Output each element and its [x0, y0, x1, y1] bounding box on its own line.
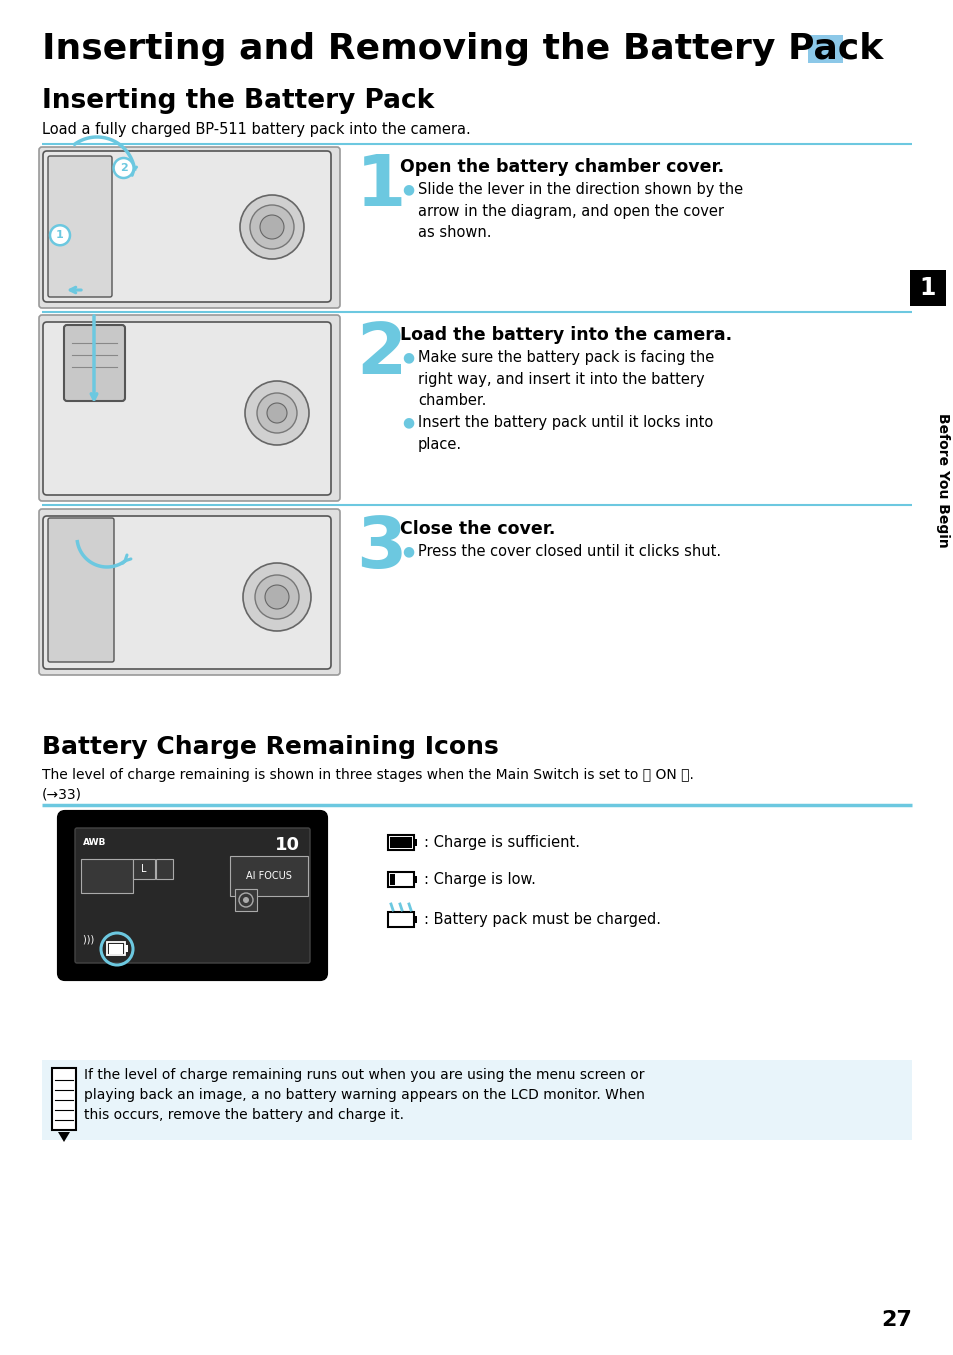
FancyBboxPatch shape [39, 314, 339, 501]
Text: 1: 1 [355, 152, 406, 221]
Text: If the level of charge remaining runs out when you are using the menu screen or
: If the level of charge remaining runs ou… [84, 1068, 644, 1122]
Text: Battery Charge Remaining Icons: Battery Charge Remaining Icons [42, 734, 498, 759]
Text: The level of charge remaining is shown in three stages when the Main Switch is s: The level of charge remaining is shown i… [42, 768, 693, 782]
Circle shape [256, 393, 296, 434]
Text: ))): ))) [83, 935, 97, 944]
FancyBboxPatch shape [390, 874, 395, 885]
FancyBboxPatch shape [43, 516, 331, 669]
FancyBboxPatch shape [59, 812, 326, 980]
FancyBboxPatch shape [132, 859, 154, 879]
Text: L: L [141, 864, 147, 874]
FancyBboxPatch shape [230, 856, 308, 896]
FancyBboxPatch shape [52, 1068, 76, 1130]
FancyBboxPatch shape [39, 146, 339, 308]
Text: : Battery pack must be charged.: : Battery pack must be charged. [423, 912, 660, 927]
FancyBboxPatch shape [390, 837, 412, 848]
Text: AI FOCUS: AI FOCUS [246, 871, 292, 881]
Text: (→33): (→33) [42, 787, 82, 801]
Text: ●: ● [401, 182, 414, 196]
FancyBboxPatch shape [414, 839, 416, 846]
Text: ●: ● [401, 350, 414, 364]
FancyBboxPatch shape [909, 270, 945, 306]
FancyBboxPatch shape [125, 944, 128, 953]
Circle shape [254, 575, 298, 619]
FancyBboxPatch shape [234, 889, 256, 911]
Text: 2: 2 [119, 163, 128, 173]
Text: Inserting and Removing the Battery Pack: Inserting and Removing the Battery Pack [42, 33, 882, 66]
Text: Insert the battery pack until it locks into
place.: Insert the battery pack until it locks i… [417, 415, 713, 451]
FancyBboxPatch shape [39, 509, 339, 675]
Polygon shape [58, 1131, 70, 1142]
Text: Press the cover closed until it clicks shut.: Press the cover closed until it clicks s… [417, 543, 720, 560]
Text: 3: 3 [355, 514, 406, 583]
Circle shape [240, 195, 304, 259]
FancyBboxPatch shape [156, 859, 172, 879]
Text: Load the battery into the camera.: Load the battery into the camera. [399, 327, 731, 344]
Text: ●: ● [401, 543, 414, 558]
Circle shape [243, 562, 311, 631]
FancyBboxPatch shape [48, 518, 113, 663]
FancyBboxPatch shape [807, 35, 842, 62]
Circle shape [267, 402, 287, 423]
Text: 10: 10 [274, 836, 299, 854]
Circle shape [250, 205, 294, 249]
Text: ●: ● [401, 415, 414, 430]
Circle shape [245, 381, 309, 444]
FancyBboxPatch shape [75, 828, 310, 963]
Text: Slide the lever in the direction shown by the
arrow in the diagram, and open the: Slide the lever in the direction shown b… [417, 182, 742, 240]
Text: : Charge is low.: : Charge is low. [423, 873, 536, 888]
Text: 2: 2 [355, 320, 406, 389]
FancyBboxPatch shape [43, 150, 331, 302]
Circle shape [243, 897, 249, 902]
Circle shape [265, 585, 289, 608]
FancyBboxPatch shape [43, 322, 331, 495]
FancyBboxPatch shape [48, 156, 112, 297]
Text: AWB: AWB [83, 837, 107, 847]
FancyBboxPatch shape [414, 916, 416, 923]
Text: Open the battery chamber cover.: Open the battery chamber cover. [399, 159, 723, 176]
Text: Close the cover.: Close the cover. [399, 520, 555, 538]
Text: Make sure the battery pack is facing the
right way, and insert it into the batte: Make sure the battery pack is facing the… [417, 350, 714, 408]
Text: Load a fully charged BP-511 battery pack into the camera.: Load a fully charged BP-511 battery pack… [42, 122, 470, 137]
FancyBboxPatch shape [109, 944, 123, 954]
FancyBboxPatch shape [64, 325, 125, 401]
FancyBboxPatch shape [81, 859, 132, 893]
Circle shape [50, 225, 70, 245]
Circle shape [260, 215, 284, 238]
FancyBboxPatch shape [414, 875, 416, 883]
FancyBboxPatch shape [42, 1060, 911, 1140]
Text: 27: 27 [881, 1310, 911, 1331]
Text: Before You Begin: Before You Begin [935, 413, 949, 547]
Text: 1: 1 [56, 230, 64, 240]
Circle shape [113, 159, 133, 178]
Text: 1: 1 [919, 276, 935, 299]
Text: : Charge is sufficient.: : Charge is sufficient. [423, 835, 579, 850]
Text: Inserting the Battery Pack: Inserting the Battery Pack [42, 88, 434, 114]
